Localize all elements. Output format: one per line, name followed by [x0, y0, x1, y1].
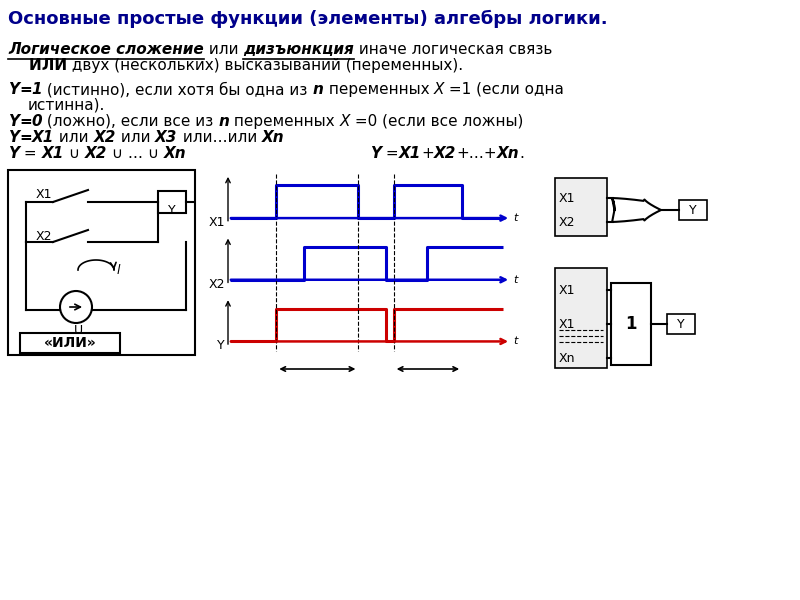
- Text: Xn: Xn: [559, 352, 575, 365]
- Bar: [8, 170, 195, 355]
- Text: X1: X1: [398, 146, 421, 161]
- Text: Y: Y: [8, 114, 19, 129]
- Text: или: или: [116, 130, 155, 145]
- Text: X2: X2: [434, 146, 456, 161]
- Text: X1: X1: [559, 192, 575, 205]
- Text: Y: Y: [370, 146, 381, 161]
- Text: или: или: [54, 130, 94, 145]
- Text: X: X: [434, 82, 445, 97]
- Text: (истинно), если хотя бы одна из: (истинно), если хотя бы одна из: [42, 82, 313, 98]
- Text: X1: X1: [559, 284, 575, 297]
- Text: X1: X1: [32, 130, 54, 145]
- Text: Y: Y: [168, 205, 176, 217]
- Text: =: =: [19, 130, 32, 145]
- Text: =: =: [19, 82, 32, 97]
- Text: t: t: [513, 337, 518, 346]
- Text: 0: 0: [32, 114, 42, 129]
- Text: ∪: ∪: [64, 146, 85, 161]
- Text: переменных: переменных: [323, 82, 434, 97]
- Text: дизъюнкция: дизъюнкция: [243, 42, 354, 57]
- Text: X2: X2: [559, 216, 575, 229]
- Text: t: t: [513, 213, 518, 223]
- Text: двух (нескольких) высказываний (переменных).: двух (нескольких) высказываний (переменн…: [67, 58, 463, 73]
- Bar: [611, 283, 651, 365]
- Text: Xn: Xn: [164, 146, 186, 161]
- Text: Логическое сложение: Логическое сложение: [8, 42, 204, 57]
- Text: t: t: [513, 275, 518, 285]
- Bar: [667, 314, 695, 334]
- Text: Xn: Xn: [497, 146, 519, 161]
- Text: Y: Y: [689, 203, 697, 217]
- Text: 1: 1: [32, 82, 42, 97]
- Text: истинна).: истинна).: [28, 98, 106, 113]
- Bar: [679, 200, 707, 220]
- Text: X2: X2: [94, 130, 116, 145]
- Text: X2: X2: [36, 230, 53, 243]
- Text: или: или: [204, 42, 243, 57]
- Text: Y: Y: [218, 340, 225, 352]
- Text: +…+: +…+: [456, 146, 497, 161]
- Text: .: .: [519, 146, 524, 161]
- Bar: [555, 268, 607, 368]
- Text: +: +: [421, 146, 434, 161]
- Text: Основные простые функции (элементы) алгебры логики.: Основные простые функции (элементы) алге…: [8, 10, 608, 28]
- Text: X1: X1: [209, 216, 225, 229]
- Text: Y: Y: [677, 317, 685, 331]
- Text: U: U: [74, 324, 82, 337]
- Text: Xn: Xn: [262, 130, 284, 145]
- Text: X: X: [340, 114, 350, 129]
- Text: ∪ … ∪: ∪ … ∪: [107, 146, 164, 161]
- Text: переменных: переменных: [230, 114, 340, 129]
- Text: n: n: [218, 114, 230, 129]
- Text: n: n: [313, 82, 323, 97]
- Text: =: =: [19, 146, 42, 161]
- Text: иначе логическая связь: иначе логическая связь: [354, 42, 552, 57]
- Text: X2: X2: [209, 278, 225, 291]
- Bar: [555, 178, 607, 236]
- Text: =1 (если одна: =1 (если одна: [445, 82, 564, 97]
- Text: ИЛИ: ИЛИ: [8, 58, 67, 73]
- Text: Y: Y: [8, 82, 19, 97]
- Text: X3: X3: [155, 130, 178, 145]
- Bar: [20, 333, 120, 353]
- Text: =: =: [19, 114, 32, 129]
- Text: 1: 1: [626, 315, 637, 333]
- Text: (ложно), если все из: (ложно), если все из: [42, 114, 218, 129]
- Text: Y: Y: [8, 146, 19, 161]
- Text: l: l: [117, 263, 121, 277]
- Text: X1: X1: [559, 318, 575, 331]
- Text: =0 (если все ложны): =0 (если все ложны): [350, 114, 524, 129]
- Text: X1: X1: [36, 188, 53, 201]
- Text: Y: Y: [8, 130, 19, 145]
- Text: =: =: [381, 146, 398, 161]
- Text: X1: X1: [42, 146, 64, 161]
- Text: или…или: или…или: [178, 130, 262, 145]
- Bar: [158, 191, 186, 213]
- Text: «ИЛИ»: «ИЛИ»: [44, 336, 96, 350]
- Text: X2: X2: [85, 146, 107, 161]
